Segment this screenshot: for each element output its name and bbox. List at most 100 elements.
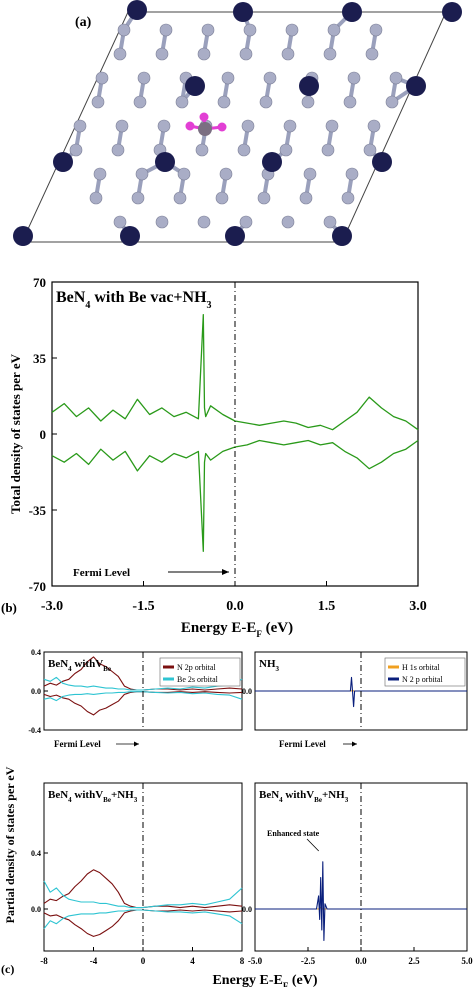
legend-box — [159, 657, 241, 687]
be-atom — [342, 2, 362, 22]
legend-entry: Be 2s orbital — [177, 675, 219, 684]
panel-c-label: (c) — [1, 962, 14, 976]
y-tick-label: 0.0 — [242, 905, 252, 914]
be-atom — [53, 152, 73, 172]
structure-atoms — [13, 0, 462, 246]
x-tick-label: -5.0 — [248, 956, 263, 966]
n-atom — [91, 95, 105, 109]
legend-entry: N 2p orbital — [177, 663, 216, 672]
chart-c2-title: BeN4 withVBe+NH3 — [48, 789, 138, 804]
x-tick-label: -2.5 — [301, 956, 316, 966]
n-atom — [115, 119, 129, 133]
x-tick-label: 0.0 — [355, 956, 367, 966]
x-tick-label: 0.0 — [226, 599, 244, 614]
n-atom — [113, 47, 127, 61]
n-atom — [303, 167, 317, 181]
n-atom — [195, 143, 209, 157]
x-tick-label: 3.0 — [409, 599, 427, 614]
chart-c1: BeN4 withVBe 0.4 0.0 -0.4 N 2p orbital Be 2s … — [28, 648, 243, 749]
be-atom — [155, 152, 175, 172]
n-atom — [93, 167, 107, 181]
n-atom — [239, 47, 253, 61]
n-atom — [197, 215, 211, 229]
n-atom — [325, 119, 339, 133]
be-atom — [299, 76, 319, 96]
y-tick-label: 0.4 — [31, 849, 41, 858]
fermi-arrow-head — [222, 569, 229, 575]
chart-b-title: BeN4 with Be vac+NH3 — [56, 289, 212, 311]
y-tick-label: -0.4 — [28, 726, 41, 735]
be-atom — [262, 152, 282, 172]
n-atom — [95, 71, 109, 85]
y-tick-label: 0.0 — [31, 905, 41, 914]
x-tick-label: -8 — [40, 956, 48, 966]
panel-b-label: (b) — [1, 600, 17, 615]
chart-b-ylabel: Total density of states per eV — [8, 353, 23, 514]
fermi-arrow-head — [352, 741, 357, 747]
enhanced-state-label: Enhanced state — [267, 829, 320, 838]
be-atom — [406, 76, 426, 96]
n-atom — [69, 143, 83, 157]
n-atom — [301, 95, 315, 109]
n-atom — [215, 191, 229, 205]
chart-c1-title: BeN4 withVBe — [48, 658, 111, 673]
annotation-arrow — [306, 838, 320, 852]
nh3-n-atom — [198, 122, 212, 136]
chart-b-series — [51, 282, 419, 586]
n-atom — [323, 215, 337, 229]
panel-a-structure: (a) — [13, 0, 462, 246]
y-tick-label: 0.0 — [31, 687, 41, 696]
be-atom — [332, 226, 352, 246]
tdos-series-down — [51, 439, 419, 552]
chart-c4: BeN4 withVBe+NH3 0.0 -5.0 -2.5 0.0 2.5 5.0 Enha… — [242, 782, 473, 966]
be-atom — [442, 2, 462, 22]
fermi-label: Fermi Level — [279, 739, 326, 749]
y-tick-label: 0 — [40, 427, 47, 442]
n-atom — [241, 119, 255, 133]
n-atom — [157, 119, 171, 133]
nh3-h-atom — [199, 112, 209, 122]
n-atom — [321, 143, 335, 157]
chart-b-xlabel: Energy E-EF (eV) — [181, 620, 293, 639]
panel-b-total-dos: BeN4 with Be vac+NH3 -3.0 -1.5 0.0 1.5 3.0 70… — [1, 275, 427, 639]
n-atom — [363, 143, 377, 157]
n-atom — [347, 71, 361, 85]
x-tick-label: -1.5 — [132, 599, 154, 614]
x-tick-label: 1.5 — [318, 599, 336, 614]
chart-c4-title: BeN4 withVBe+NH3 — [259, 789, 349, 804]
n-atom — [263, 71, 277, 85]
nh3-h-atom — [217, 122, 227, 132]
n-atom — [299, 191, 313, 205]
be-atom — [13, 226, 33, 246]
n-atom — [173, 191, 187, 205]
n-atom — [239, 215, 253, 229]
x-tick-label: 0 — [141, 956, 146, 966]
be-atom — [225, 226, 245, 246]
be-atom — [185, 76, 205, 96]
panel-c-partial-dos: BeN4 withVBe 0.4 0.0 -0.4 N 2p orbital Be 2s … — [1, 648, 473, 987]
n-atom — [221, 71, 235, 85]
y-tick-label: 0.0 — [242, 687, 252, 696]
legend-entry: N 2 p orbital — [402, 675, 443, 684]
fermi-label: Fermi Level — [54, 739, 101, 749]
n-atom — [117, 23, 131, 37]
y-tick-label: 70 — [33, 275, 46, 290]
n-atom — [343, 95, 357, 109]
n-atom — [177, 167, 191, 181]
n-atom — [365, 47, 379, 61]
fermi-arrow-head — [134, 741, 139, 747]
chart-b-fermi-label: Fermi Level — [73, 567, 130, 579]
y-tick-label: 0.4 — [31, 648, 41, 657]
n-atom — [285, 23, 299, 37]
n-atom — [111, 143, 125, 157]
x-tick-label: -4 — [90, 956, 98, 966]
n-atom — [243, 23, 257, 37]
n-atom — [133, 95, 147, 109]
n-atom — [217, 95, 231, 109]
chart-c-ylabel: Partial density of states per eV — [3, 766, 17, 923]
chart-c3-title: NH3 — [259, 658, 280, 673]
pdos-c2-series-1-down — [43, 909, 243, 929]
n-atom — [281, 47, 295, 61]
n-atom — [131, 191, 145, 205]
